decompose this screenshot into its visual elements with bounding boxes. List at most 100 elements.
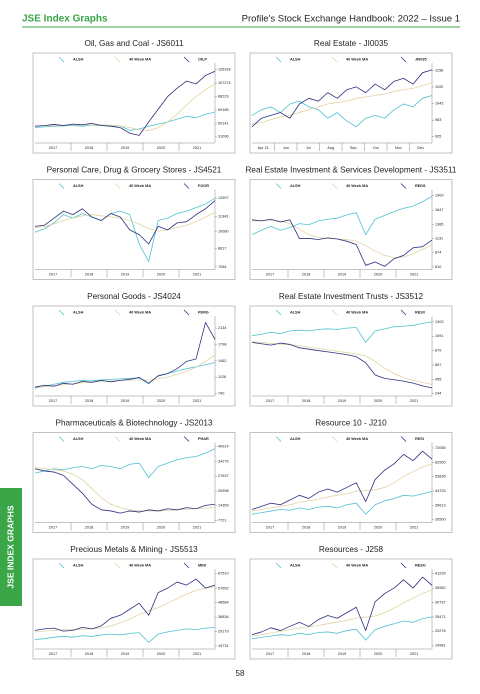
- x-tick-label: 2017: [49, 526, 57, 530]
- legend-label: RESI: [415, 437, 424, 441]
- chart-title: Pharmaceuticals & Biotechnology - JS2013: [55, 419, 212, 428]
- y-tick-label: 667: [435, 363, 441, 367]
- legend-swatch: [275, 56, 282, 63]
- x-tick-label: Jun: [283, 146, 289, 150]
- y-tick-label: 50141: [218, 121, 229, 125]
- y-tick-label: 41239: [435, 572, 446, 576]
- y-tick-label: 983: [435, 118, 441, 122]
- chart-title: Personal Goods - JS4024: [87, 292, 181, 301]
- y-tick-label: 26500: [435, 518, 446, 522]
- x-tick-label: 2017: [266, 273, 274, 277]
- chart-frame: [249, 179, 453, 280]
- chart-frame: [32, 179, 236, 280]
- series-line: [34, 197, 216, 263]
- legend-label: ALSH: [73, 311, 84, 315]
- chart-title: Real Estate - JI0035: [314, 39, 389, 48]
- legend-swatch: [400, 56, 407, 63]
- x-tick-label: 2021: [410, 652, 418, 656]
- legend-swatch: [58, 436, 65, 442]
- y-tick-label: 53835: [435, 475, 446, 479]
- chart-frame: [32, 305, 236, 407]
- y-tick-label: 69185: [218, 108, 229, 112]
- y-tick-label: 1647: [435, 208, 443, 212]
- legend-swatch: [114, 562, 121, 569]
- x-tick-label: 2021: [193, 652, 201, 656]
- legend-swatch: [331, 436, 338, 442]
- chart-title: Real Estate Investment & Services Develo…: [245, 166, 456, 175]
- legend-swatch: [275, 183, 282, 189]
- legend-label: OILP: [198, 58, 207, 62]
- legend-label: 40 Week MA: [346, 58, 368, 62]
- legend-swatch: [58, 562, 65, 569]
- x-tick-label: 2021: [193, 146, 201, 150]
- x-tick-label: 2019: [121, 526, 129, 530]
- legend-label: FOOR: [198, 184, 209, 188]
- y-tick-label: 34275: [218, 459, 229, 463]
- x-tick-label: 2017: [49, 273, 57, 277]
- y-tick-label: 1100: [435, 85, 443, 89]
- x-tick-label: 2019: [121, 146, 129, 150]
- x-tick-label: 2019: [121, 399, 129, 403]
- x-tick-label: 2018: [85, 399, 93, 403]
- series-line: [251, 490, 433, 515]
- y-tick-label: 19731: [218, 644, 229, 648]
- y-tick-label: 12907: [218, 196, 229, 200]
- x-tick-label: 2019: [338, 526, 346, 530]
- x-tick-label: 2020: [374, 526, 382, 530]
- x-tick-label: 2017: [266, 399, 274, 403]
- x-tick-label: Jul: [306, 146, 311, 150]
- x-tick-label: 2021: [193, 399, 201, 403]
- legend-label: ALSH: [73, 437, 84, 441]
- y-tick-label: 44725: [435, 489, 446, 493]
- y-tick-label: 455: [435, 377, 441, 381]
- y-tick-label: 67510: [218, 572, 229, 576]
- series-line: [251, 321, 433, 343]
- legend-swatch: [183, 309, 190, 316]
- y-tick-label: 31096: [218, 135, 229, 139]
- series-line: [251, 195, 433, 236]
- legend-label: REDS: [415, 184, 426, 188]
- series-line: [34, 448, 216, 479]
- page-number: 58: [236, 669, 245, 678]
- chart-frame: [249, 432, 453, 533]
- y-tick-label: 11343: [218, 214, 228, 218]
- x-tick-label: 2021: [410, 526, 418, 530]
- series-line: [251, 341, 433, 385]
- chart-title: Oil, Gas and Coal - JS6011: [84, 39, 184, 48]
- y-tick-label: 126318: [218, 68, 231, 72]
- y-tick-label: 1303: [435, 320, 443, 324]
- x-tick-label: Dec: [417, 146, 424, 150]
- x-tick-label: 2017: [49, 399, 57, 403]
- legend-label: ALSH: [290, 184, 301, 188]
- x-tick-label: 2020: [157, 652, 165, 656]
- series-line: [34, 578, 216, 632]
- series-line: [34, 322, 216, 388]
- series-line: [34, 468, 216, 514]
- y-tick-label: 27637: [218, 474, 229, 478]
- legend-label: PERG: [198, 311, 209, 315]
- legend-label: ALSH: [290, 437, 301, 441]
- y-tick-label: 29179: [218, 630, 229, 634]
- y-tick-label: 40914: [218, 445, 229, 449]
- chart-title: Resources - J258: [319, 545, 384, 554]
- x-tick-label: Sep: [350, 146, 357, 150]
- x-tick-label: 2021: [193, 526, 201, 530]
- x-tick-label: 2017: [266, 652, 274, 656]
- x-tick-label: 2018: [302, 273, 310, 277]
- legend-swatch: [183, 562, 190, 569]
- legend-swatch: [275, 309, 282, 316]
- legend-swatch: [400, 436, 407, 442]
- x-tick-label: 2018: [85, 526, 93, 530]
- legend-swatch: [114, 56, 121, 63]
- y-tick-label: 62950: [435, 460, 446, 464]
- y-tick-label: 35982: [435, 586, 446, 590]
- y-tick-label: 1909: [435, 194, 443, 198]
- chart-frame: [249, 305, 453, 407]
- x-tick-label: Oct: [373, 146, 380, 150]
- series-line: [251, 95, 433, 128]
- legend-label: ALSH: [73, 564, 84, 568]
- y-tick-label: 7054: [218, 265, 226, 269]
- x-tick-label: 2020: [157, 146, 165, 150]
- legend-swatch: [58, 183, 65, 189]
- legend-swatch: [58, 56, 65, 63]
